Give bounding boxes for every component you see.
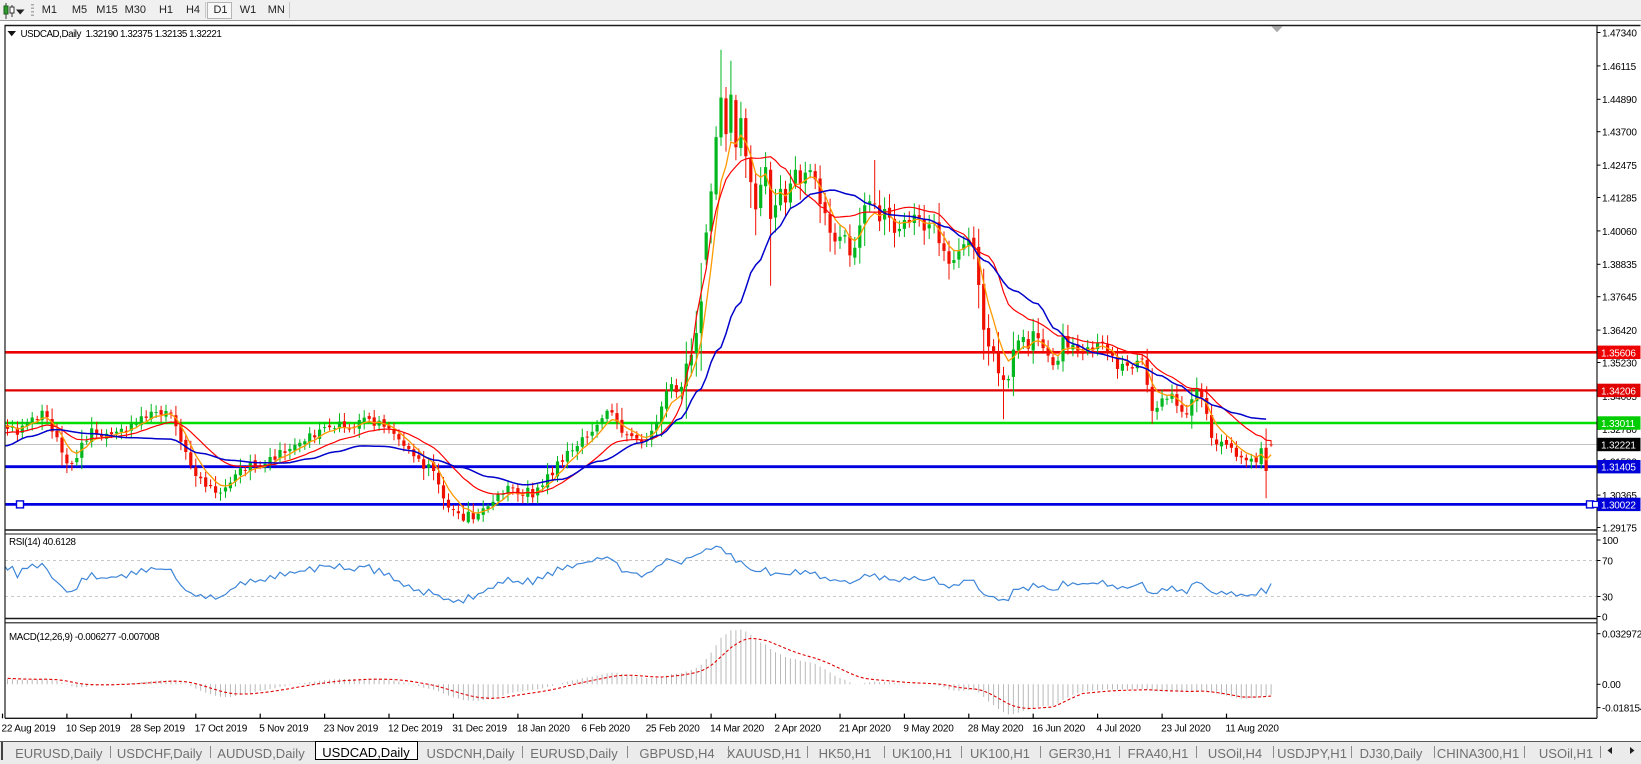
svg-text:RSI(14) 40.6128: RSI(14) 40.6128 — [9, 537, 77, 548]
svg-text:5 Nov 2019: 5 Nov 2019 — [259, 724, 309, 735]
svg-text:1.32221: 1.32221 — [1601, 441, 1636, 452]
svg-text:30: 30 — [1602, 592, 1613, 603]
svg-text:1.41285: 1.41285 — [1602, 193, 1637, 204]
svg-text:1.31405: 1.31405 — [1601, 463, 1636, 474]
svg-text:1.33011: 1.33011 — [1601, 419, 1636, 430]
svg-text:-0.018154: -0.018154 — [1602, 704, 1641, 715]
svg-text:21 Apr 2020: 21 Apr 2020 — [839, 724, 891, 735]
svg-text:1.35230: 1.35230 — [1602, 358, 1637, 369]
svg-text:1.29175: 1.29175 — [1602, 523, 1637, 534]
svg-text:0.00: 0.00 — [1602, 680, 1621, 691]
svg-text:1.34206: 1.34206 — [1601, 386, 1636, 397]
svg-text:2 Apr 2020: 2 Apr 2020 — [775, 724, 822, 735]
svg-text:16 Jun 2020: 16 Jun 2020 — [1032, 724, 1085, 735]
svg-text:31 Dec 2019: 31 Dec 2019 — [452, 724, 507, 735]
svg-text:0.032972: 0.032972 — [1602, 630, 1641, 641]
svg-text:11 Aug 2020: 11 Aug 2020 — [1226, 724, 1280, 735]
svg-text:4 Jul 2020: 4 Jul 2020 — [1097, 724, 1142, 735]
svg-text:1.42475: 1.42475 — [1602, 161, 1637, 172]
svg-text:9 May 2020: 9 May 2020 — [903, 724, 954, 735]
svg-text:6 Feb 2020: 6 Feb 2020 — [581, 724, 630, 735]
svg-text:10 Sep 2019: 10 Sep 2019 — [66, 724, 121, 735]
svg-text:1.37645: 1.37645 — [1602, 293, 1637, 304]
svg-text:1.34005: 1.34005 — [1602, 392, 1637, 403]
svg-text:1.47340: 1.47340 — [1602, 28, 1637, 39]
svg-text:1.44890: 1.44890 — [1602, 95, 1637, 106]
svg-text:25 Feb 2020: 25 Feb 2020 — [646, 724, 701, 735]
svg-text:0: 0 — [1602, 612, 1608, 623]
svg-text:28 May 2020: 28 May 2020 — [968, 724, 1024, 735]
svg-text:1.46115: 1.46115 — [1602, 62, 1637, 73]
svg-text:1.43700: 1.43700 — [1602, 128, 1637, 139]
svg-text:23 Jul 2020: 23 Jul 2020 — [1161, 724, 1211, 735]
svg-text:1.38835: 1.38835 — [1602, 260, 1637, 271]
svg-text:1.40060: 1.40060 — [1602, 227, 1637, 238]
svg-text:70: 70 — [1602, 556, 1613, 567]
svg-text:1.36420: 1.36420 — [1602, 326, 1637, 337]
svg-text:23 Nov 2019: 23 Nov 2019 — [324, 724, 379, 735]
svg-text:1.30022: 1.30022 — [1601, 500, 1636, 511]
svg-text:28 Sep 2019: 28 Sep 2019 — [130, 724, 185, 735]
svg-text:14 Mar 2020: 14 Mar 2020 — [710, 724, 765, 735]
svg-text:1.30365: 1.30365 — [1602, 491, 1637, 502]
svg-text:17 Oct 2019: 17 Oct 2019 — [195, 724, 248, 735]
svg-text:12 Dec 2019: 12 Dec 2019 — [388, 724, 443, 735]
svg-text:MACD(12,26,9) -0.006277 -0.007: MACD(12,26,9) -0.006277 -0.007008 — [9, 632, 160, 643]
svg-text:100: 100 — [1602, 536, 1619, 547]
svg-text:1.32780: 1.32780 — [1602, 425, 1637, 436]
svg-text:1.35606: 1.35606 — [1601, 348, 1636, 359]
svg-text:18 Jan 2020: 18 Jan 2020 — [517, 724, 570, 735]
svg-text:USDCAD,Daily 1.32190 1.32375: USDCAD,Daily 1.32190 1.32375 1.32135 1.3… — [21, 29, 222, 40]
svg-text:22 Aug 2019: 22 Aug 2019 — [2, 724, 57, 735]
